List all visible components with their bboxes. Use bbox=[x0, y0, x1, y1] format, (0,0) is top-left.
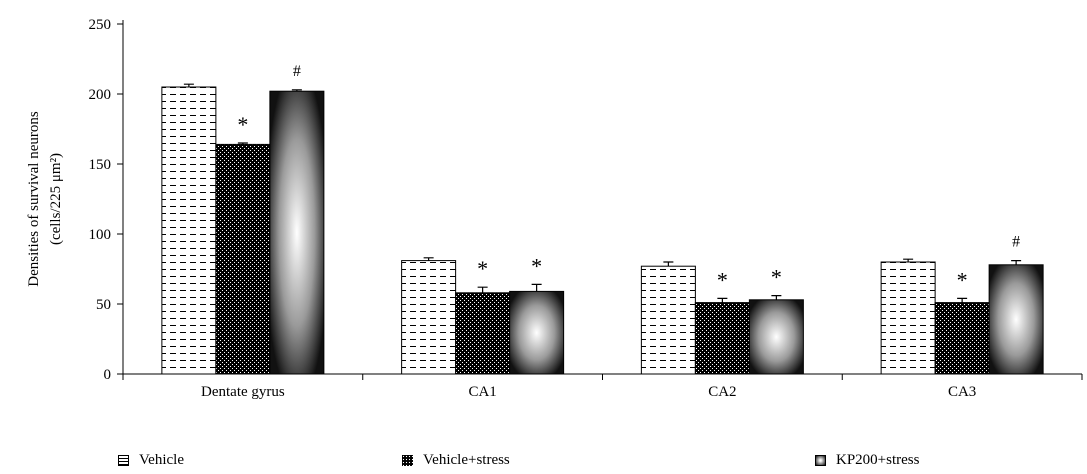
bar-vehicle-stress-4 bbox=[935, 303, 989, 374]
error-bar-vehicle-stress-4 bbox=[957, 298, 967, 302]
legend-swatch-vehicle-stress bbox=[402, 455, 413, 466]
bar-vehicle-stress-3 bbox=[695, 303, 749, 374]
bar-kp200-stress-2 bbox=[510, 291, 564, 374]
y-axis-title-line1: Densities of survival neurons bbox=[26, 111, 42, 287]
y-tick-label-50: 50 bbox=[96, 297, 111, 313]
bar-kp200-stress-1 bbox=[270, 91, 324, 374]
significance-mark-kp200-stress-4: # bbox=[1012, 234, 1020, 251]
legend-item-vehicle: Vehicle bbox=[118, 452, 184, 468]
significance-mark-kp200-stress-3: * bbox=[771, 265, 782, 290]
y-tick-label-0: 0 bbox=[104, 367, 112, 383]
y-tick-label-250: 250 bbox=[89, 17, 112, 33]
error-bar-kp200-stress-2 bbox=[532, 284, 542, 291]
significance-mark-vehicle-stress-1: * bbox=[237, 112, 248, 137]
legend-item-kp200-stress: KP200+stress bbox=[815, 452, 919, 468]
y-tick-label-100: 100 bbox=[89, 227, 112, 243]
legend-label-vehicle: Vehicle bbox=[139, 452, 184, 468]
x-tick-label-4: CA3 bbox=[948, 384, 976, 400]
bar-kp200-stress-4 bbox=[989, 265, 1043, 374]
legend-label-vehicle-stress: Vehicle+stress bbox=[423, 452, 510, 468]
significance-mark-kp200-stress-1: # bbox=[293, 63, 301, 80]
y-axis-title-line2: (cells/225 μm²) bbox=[48, 153, 64, 245]
bar-vehicle-stress-1 bbox=[216, 144, 270, 374]
error-bar-kp200-stress-4 bbox=[1011, 261, 1021, 265]
legend-label-kp200-stress: KP200+stress bbox=[836, 452, 919, 468]
bar-vehicle-3 bbox=[641, 266, 695, 374]
bar-kp200-stress-3 bbox=[749, 300, 803, 374]
significance-mark-kp200-stress-2: * bbox=[531, 253, 542, 278]
y-tick-label-150: 150 bbox=[89, 157, 112, 173]
error-bar-kp200-stress-3 bbox=[771, 296, 781, 300]
legend-swatch-vehicle bbox=[118, 455, 129, 466]
significance-mark-vehicle-stress-4: * bbox=[957, 267, 968, 292]
x-tick-label-2: CA1 bbox=[468, 384, 496, 400]
significance-mark-vehicle-stress-3: * bbox=[717, 267, 728, 292]
bar-vehicle-stress-2 bbox=[456, 293, 510, 374]
error-bar-vehicle-3 bbox=[663, 262, 673, 266]
error-bar-vehicle-stress-3 bbox=[717, 298, 727, 302]
y-tick-label-200: 200 bbox=[89, 87, 112, 103]
legend-item-vehicle-stress: Vehicle+stress bbox=[402, 452, 510, 468]
bar-vehicle-1 bbox=[162, 87, 216, 374]
bar-vehicle-2 bbox=[402, 261, 456, 374]
x-tick-label-3: CA2 bbox=[708, 384, 736, 400]
legend-swatch-kp200-stress bbox=[815, 455, 826, 466]
error-bar-vehicle-stress-2 bbox=[478, 287, 488, 293]
x-tick-label-1: Dentate gyrus bbox=[201, 384, 285, 400]
bar-vehicle-4 bbox=[881, 262, 935, 374]
significance-mark-vehicle-stress-2: * bbox=[477, 256, 488, 281]
